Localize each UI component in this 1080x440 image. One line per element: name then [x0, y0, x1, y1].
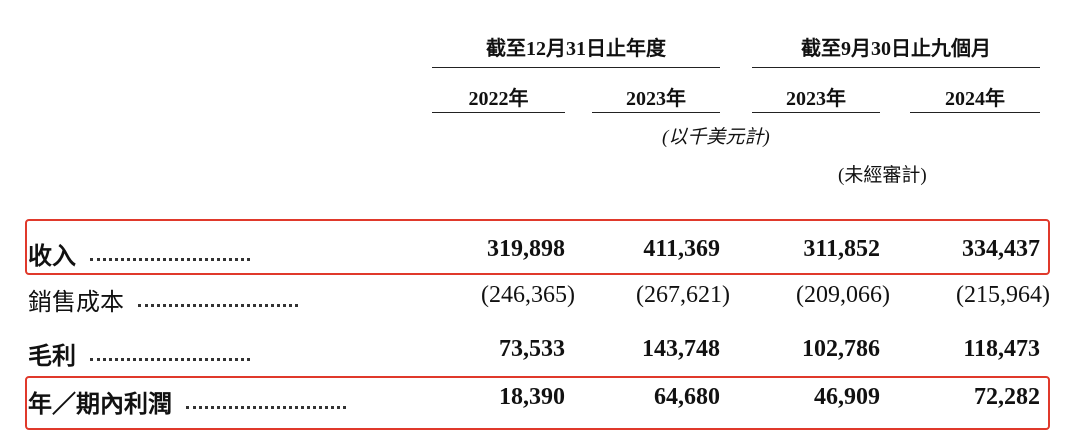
cell-value: 73,533: [499, 336, 565, 362]
highlight-box: [25, 376, 1050, 430]
unit-note: (以千美元計): [662, 127, 770, 148]
group-header: 截至12月31日止年度: [486, 38, 666, 60]
cell-value: 118,473: [963, 336, 1040, 362]
cell-value: 319,898: [487, 236, 565, 262]
audit-note: (未經審計): [838, 165, 927, 186]
row-label: 收入: [28, 236, 250, 271]
leader-dots: [186, 406, 346, 409]
rule: [432, 112, 565, 113]
row-label: 毛利: [28, 336, 250, 371]
row-label-text: 收入: [28, 244, 76, 270]
cell-value: 311,852: [803, 236, 880, 262]
year-header: 2024年: [945, 88, 1005, 110]
leader-dots: [90, 358, 250, 361]
rule: [752, 112, 880, 113]
cell-value: 72,282: [974, 384, 1040, 410]
group-header: 截至9月30日止九個月: [801, 38, 991, 60]
row-label: 年／期內利潤: [28, 384, 346, 419]
cell-value: 46,909: [814, 384, 880, 410]
year-header: 2022年: [468, 88, 529, 110]
cell-value: (209,066): [796, 282, 890, 308]
cell-value: (246,365): [481, 282, 575, 308]
row-label-text: 年／期內利潤: [28, 392, 172, 418]
year-header: 2023年: [626, 88, 686, 110]
rule: [752, 67, 1040, 68]
cell-value: 64,680: [654, 384, 720, 410]
cell-value: (267,621): [636, 282, 730, 308]
cell-value: 102,786: [802, 336, 880, 362]
row-label-text: 銷售成本: [28, 290, 124, 316]
rule: [592, 112, 720, 113]
cell-value: (215,964): [956, 282, 1050, 308]
cell-value: 411,369: [643, 236, 720, 262]
cell-value: 18,390: [499, 384, 565, 410]
leader-dots: [90, 258, 250, 261]
year-header: 2023年: [786, 88, 846, 110]
row-label-text: 毛利: [28, 344, 76, 370]
cell-value: 143,748: [642, 336, 720, 362]
leader-dots: [138, 304, 298, 307]
highlight-box: [25, 219, 1050, 275]
rule: [910, 112, 1040, 113]
rule: [432, 67, 720, 68]
row-label: 銷售成本: [28, 282, 298, 317]
cell-value: 334,437: [962, 236, 1040, 262]
